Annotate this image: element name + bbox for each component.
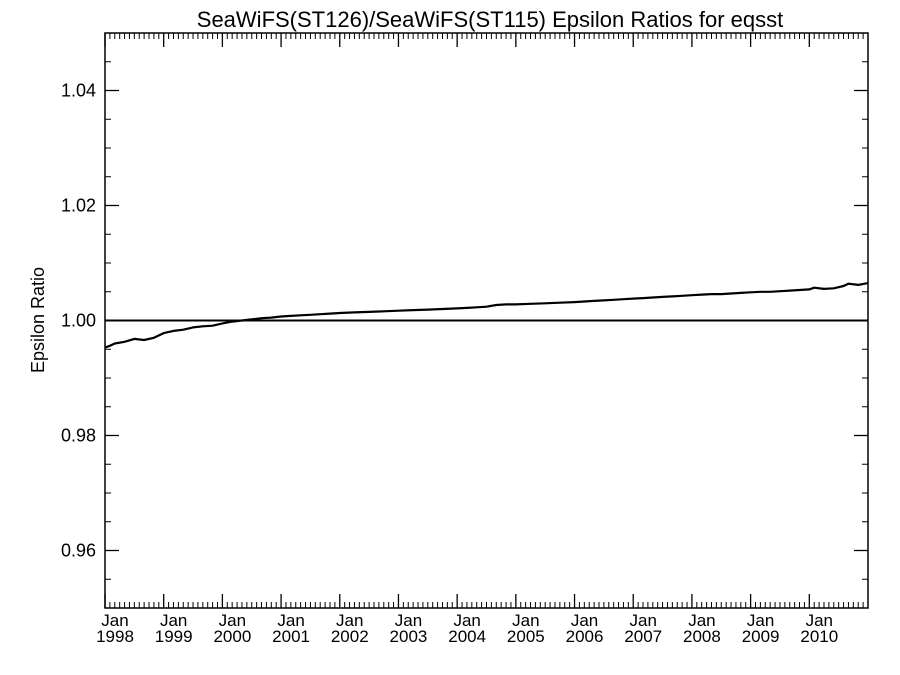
x-tick-label-year: 2009 [742, 627, 780, 646]
x-tick-label-year: 1999 [155, 627, 193, 646]
x-tick-label-year: 2004 [448, 627, 486, 646]
y-tick-label: 0.98 [61, 426, 96, 446]
y-tick-labels: 0.96 0.98 1.00 1.02 1.04 [61, 81, 96, 561]
x-tick-label-year: 2005 [507, 627, 545, 646]
x-tick-label-year: 2006 [566, 627, 604, 646]
x-tick-label-year: 2000 [213, 627, 251, 646]
x-tick-labels: Jan1998Jan1999Jan2000Jan2001Jan2002Jan20… [96, 611, 838, 646]
x-tick-label-month: Jan [336, 611, 363, 630]
minor-ticks [105, 33, 868, 608]
chart-title: SeaWiFS(ST126)/SeaWiFS(ST115) Epsilon Ra… [197, 7, 783, 32]
series-line [104, 282, 869, 349]
x-tick-label-month: Jan [806, 611, 833, 630]
x-tick-label-year: 2003 [390, 627, 428, 646]
x-tick-label-month: Jan [630, 611, 657, 630]
x-tick-label-year: 2001 [272, 627, 310, 646]
x-tick-label-month: Jan [219, 611, 246, 630]
y-axis-label: Epsilon Ratio [28, 267, 48, 373]
x-tick-label-year: 1998 [96, 627, 134, 646]
x-tick-label-month: Jan [160, 611, 187, 630]
x-tick-label-month: Jan [277, 611, 304, 630]
x-tick-label-year: 2007 [624, 627, 662, 646]
y-tick-label: 0.96 [61, 541, 96, 561]
x-tick-label-month: Jan [101, 611, 128, 630]
x-tick-label-year: 2010 [800, 627, 838, 646]
y-tick-label: 1.04 [61, 81, 96, 101]
x-tick-label-year: 2008 [683, 627, 721, 646]
x-tick-label-month: Jan [395, 611, 422, 630]
x-tick-label-month: Jan [453, 611, 480, 630]
major-ticks [104, 33, 868, 608]
y-tick-label: 1.02 [61, 196, 96, 216]
x-tick-label-month: Jan [512, 611, 539, 630]
x-tick-label-month: Jan [571, 611, 598, 630]
x-tick-label-month: Jan [747, 611, 774, 630]
x-tick-label-month: Jan [688, 611, 715, 630]
x-tick-label-year: 2002 [331, 627, 369, 646]
y-tick-label: 1.00 [61, 311, 96, 331]
